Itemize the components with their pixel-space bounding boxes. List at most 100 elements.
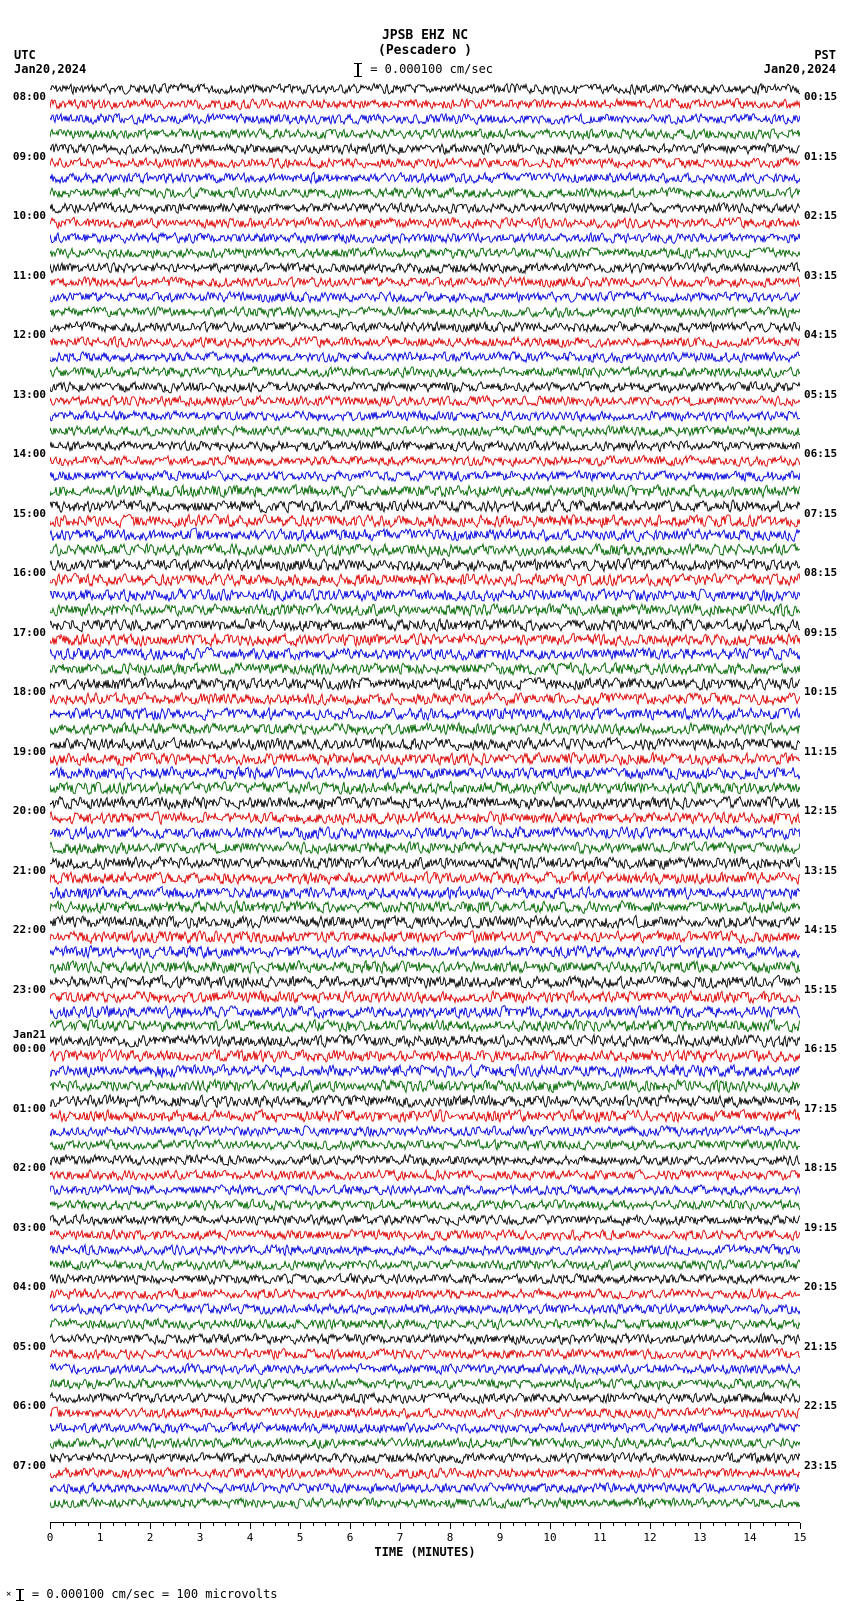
x-tick-label: 9	[497, 1531, 504, 1544]
trace-waveform	[50, 141, 800, 157]
trace-waveform	[50, 1227, 800, 1243]
x-tick-minor	[188, 1523, 189, 1526]
right-time-label: 01:15	[804, 150, 844, 163]
x-tick-minor	[738, 1523, 739, 1526]
left-time-label: 11:00	[6, 269, 46, 282]
trace-waveform	[50, 1018, 800, 1034]
trace-waveform	[50, 840, 800, 856]
x-tick-minor	[113, 1523, 114, 1526]
x-tick-minor	[775, 1523, 776, 1526]
trace-waveform	[50, 1078, 800, 1094]
utc-date: Jan20,2024	[14, 62, 86, 76]
trace-waveform	[50, 1301, 800, 1317]
x-tick-minor	[75, 1523, 76, 1526]
x-tick-minor	[238, 1523, 239, 1526]
trace-waveform	[50, 810, 800, 826]
trace-waveform	[50, 111, 800, 127]
trace-waveform	[50, 1197, 800, 1213]
right-time-label: 13:15	[804, 864, 844, 877]
trace-waveform	[50, 513, 800, 529]
trace-waveform	[50, 1257, 800, 1273]
trace-waveform	[50, 617, 800, 633]
trace-waveform	[50, 379, 800, 395]
trace-waveform	[50, 230, 800, 246]
trace-waveform	[50, 1137, 800, 1153]
x-tick-major	[50, 1523, 51, 1529]
trace-waveform	[50, 944, 800, 960]
trace-waveform	[50, 542, 800, 558]
x-tick-minor	[275, 1523, 276, 1526]
trace-waveform	[50, 557, 800, 573]
left-time-label: 18:00	[6, 685, 46, 698]
x-tick-label: 6	[347, 1531, 354, 1544]
trace-waveform	[50, 974, 800, 990]
trace-waveform	[50, 304, 800, 320]
trace-waveform	[50, 289, 800, 305]
right-time-label: 00:15	[804, 90, 844, 103]
trace-waveform	[50, 1331, 800, 1347]
right-time-label: 07:15	[804, 507, 844, 520]
x-tick-label: 13	[693, 1531, 706, 1544]
x-tick-minor	[663, 1523, 664, 1526]
trace-waveform	[50, 1376, 800, 1392]
left-time-label: 01:00	[6, 1102, 46, 1115]
x-tick-minor	[225, 1523, 226, 1526]
x-tick-major	[300, 1523, 301, 1529]
trace-waveform	[50, 393, 800, 409]
x-tick-major	[600, 1523, 601, 1529]
x-tick-minor	[613, 1523, 614, 1526]
left-time-label: 09:00	[6, 150, 46, 163]
trace-waveform	[50, 423, 800, 439]
trace-waveform	[50, 1108, 800, 1124]
right-time-label: 17:15	[804, 1102, 844, 1115]
footer-scale: × = 0.000100 cm/sec = 100 microvolts	[6, 1587, 278, 1601]
trace-waveform	[50, 468, 800, 484]
x-tick-major	[350, 1523, 351, 1529]
trace-waveform	[50, 215, 800, 231]
x-tick-minor	[325, 1523, 326, 1526]
trace-waveform	[50, 1123, 800, 1139]
x-tick-major	[450, 1523, 451, 1529]
x-tick-minor	[163, 1523, 164, 1526]
trace-waveform	[50, 721, 800, 737]
left-time-label: 14:00	[6, 447, 46, 460]
x-tick-minor	[263, 1523, 264, 1526]
x-tick-minor	[388, 1523, 389, 1526]
trace-waveform	[50, 408, 800, 424]
right-time-label: 14:15	[804, 923, 844, 936]
x-tick-minor	[213, 1523, 214, 1526]
x-tick-label: 10	[543, 1531, 556, 1544]
x-tick-minor	[688, 1523, 689, 1526]
left-time-label: 04:00	[6, 1280, 46, 1293]
x-tick-label: 0	[47, 1531, 54, 1544]
x-tick-minor	[725, 1523, 726, 1526]
footer-scale-bar-icon	[19, 1589, 21, 1601]
right-time-label: 06:15	[804, 447, 844, 460]
trace-waveform	[50, 870, 800, 886]
trace-waveform	[50, 1063, 800, 1079]
x-tick-minor	[425, 1523, 426, 1526]
trace-waveform	[50, 899, 800, 915]
trace-waveform	[50, 1435, 800, 1451]
x-tick-minor	[575, 1523, 576, 1526]
trace-waveform	[50, 602, 800, 618]
trace-waveform	[50, 453, 800, 469]
x-tick-minor	[713, 1523, 714, 1526]
trace-waveform	[50, 1004, 800, 1020]
trace-waveform	[50, 498, 800, 514]
x-tick-minor	[125, 1523, 126, 1526]
scale-text: = 0.000100 cm/sec	[370, 62, 493, 76]
trace-waveform	[50, 1093, 800, 1109]
left-time-label: 22:00	[6, 923, 46, 936]
top-left-label: UTC Jan20,2024	[14, 48, 86, 76]
x-tick-minor	[475, 1523, 476, 1526]
trace-waveform	[50, 260, 800, 276]
right-time-label: 08:15	[804, 566, 844, 579]
x-tick-minor	[375, 1523, 376, 1526]
left-time-label: 03:00	[6, 1221, 46, 1234]
trace-waveform	[50, 661, 800, 677]
left-time-label: 06:00	[6, 1399, 46, 1412]
trace-waveform	[50, 1242, 800, 1258]
x-tick-label: 4	[247, 1531, 254, 1544]
x-tick-major	[800, 1523, 801, 1529]
